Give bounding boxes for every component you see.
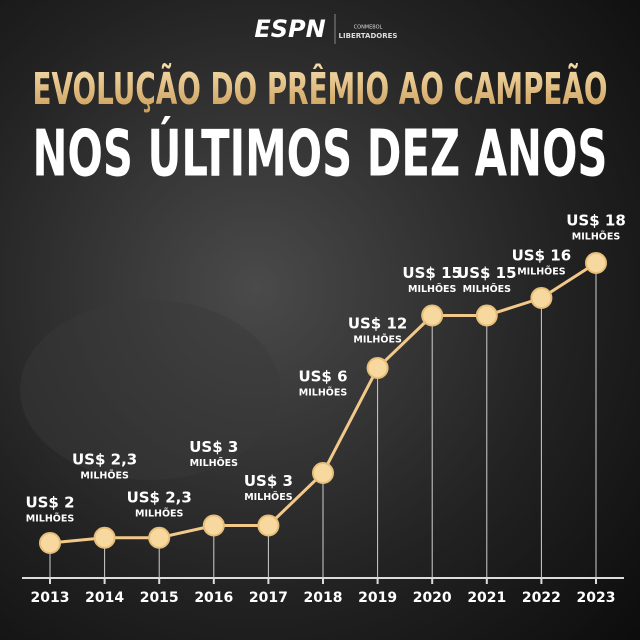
x-tick-label: 2017 bbox=[249, 590, 288, 606]
value-label: US$ 3 bbox=[244, 472, 293, 490]
value-label: US$ 16 bbox=[512, 247, 572, 265]
trophy-silhouette bbox=[20, 300, 280, 480]
x-tick-label: 2022 bbox=[522, 590, 561, 606]
unit-label: MILHÕES bbox=[517, 266, 566, 278]
point bbox=[530, 287, 553, 309]
x-tick-label: 2016 bbox=[194, 590, 233, 606]
value-label: US$ 2,3 bbox=[127, 488, 192, 506]
unit-label: MILHÕES bbox=[463, 283, 512, 295]
point bbox=[202, 514, 225, 537]
x-tick-label: 2020 bbox=[413, 590, 452, 606]
chart-subtitle: NOS ÚLTIMOS DEZ ANOS bbox=[33, 116, 608, 192]
x-tick-label: 2021 bbox=[467, 590, 506, 606]
x-tick-label: 2013 bbox=[31, 590, 70, 606]
unit-label: MILHÕES bbox=[244, 491, 293, 503]
unit-label: MILHÕES bbox=[135, 507, 184, 519]
value-label: US$ 6 bbox=[298, 368, 347, 386]
point bbox=[93, 526, 116, 549]
unit-label: MILHÕES bbox=[353, 334, 402, 346]
point bbox=[39, 532, 61, 554]
point bbox=[148, 526, 171, 549]
value-label: US$ 15 bbox=[457, 264, 517, 282]
value-label: US$ 15 bbox=[402, 264, 462, 282]
unit-label: MILHÕES bbox=[572, 231, 621, 243]
x-tick-label: 2015 bbox=[140, 590, 179, 606]
value-label: US$ 3 bbox=[189, 438, 238, 456]
value-label: US$ 2,3 bbox=[72, 450, 137, 468]
unit-label: MILHÕES bbox=[26, 513, 75, 525]
x-tick-label: 2014 bbox=[85, 590, 124, 606]
x-tick-label: 2018 bbox=[304, 590, 343, 606]
point bbox=[366, 357, 389, 379]
unit-label: MILHÕES bbox=[80, 469, 129, 481]
chart-title: EVOLUÇÃO DO PRÊMIO AO CAMPEÃO bbox=[33, 62, 608, 115]
espn-logo: ESPN bbox=[254, 15, 325, 43]
conmebol-small: CONMEBOL bbox=[354, 25, 383, 31]
x-tick-label: 2023 bbox=[577, 590, 616, 606]
x-tick-label: 2019 bbox=[358, 590, 397, 606]
value-label: US$ 12 bbox=[348, 315, 408, 333]
point bbox=[475, 304, 498, 327]
value-label: US$ 2 bbox=[25, 494, 74, 512]
unit-label: MILHÕES bbox=[299, 387, 348, 399]
unit-label: MILHÕES bbox=[190, 457, 239, 469]
unit-label: MILHÕES bbox=[408, 283, 457, 295]
point bbox=[421, 304, 444, 327]
point bbox=[585, 252, 607, 274]
conmebol-logo: LIBERTADORES bbox=[339, 32, 398, 40]
point bbox=[312, 462, 334, 484]
value-label: US$ 18 bbox=[566, 212, 626, 230]
point bbox=[257, 514, 280, 537]
